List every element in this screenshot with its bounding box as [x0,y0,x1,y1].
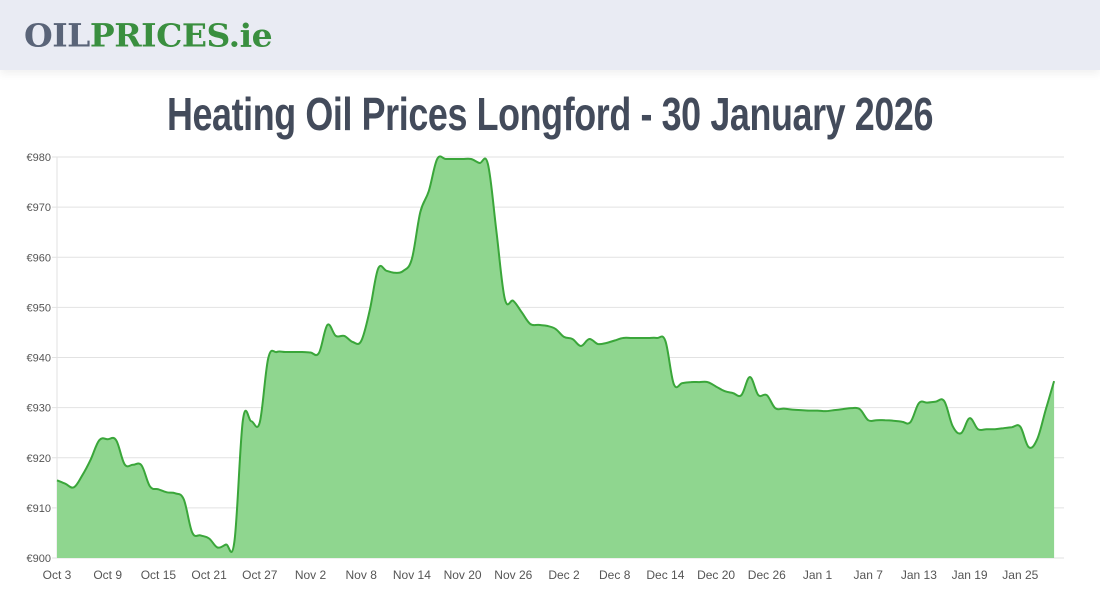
y-tick-label: €920 [27,453,51,465]
y-tick-label: €980 [27,152,51,164]
y-tick-label: €970 [27,202,51,214]
x-tick-label: Nov 14 [393,568,431,582]
x-tick-label: Nov 8 [346,568,378,582]
x-tick-label: Oct 21 [191,568,227,582]
site-header: OILPRICES.ie [0,0,1100,70]
x-tick-label: Dec 26 [748,568,786,582]
price-area-chart[interactable]: €900 €910 €920 €930 €940 €950 €960 €970 €980 Oct… [0,140,1100,600]
logo-text-oil: OIL [24,17,90,55]
x-axis-labels: Oct 3 Oct 9 Oct 15 Oct 21 Oct 27 Nov 2 Nov 8 No… [43,568,1039,582]
x-tick-label: Oct 27 [242,568,278,582]
y-tick-label: €940 [27,353,51,365]
x-tick-label: Jan 13 [901,568,937,582]
x-tick-label: Jan 25 [1002,568,1038,582]
y-tick-label: €910 [27,503,51,515]
x-tick-label: Nov 2 [295,568,327,582]
x-tick-label: Jan 19 [952,568,988,582]
page-title: Heating Oil Prices Longford - 30 January… [166,88,934,140]
y-axis-labels: €900 €910 €920 €930 €940 €950 €960 €970 €980 [27,152,51,565]
x-tick-label: Oct 9 [93,568,122,582]
price-area-fill [57,156,1055,558]
x-tick-label: Dec 20 [697,568,735,582]
site-logo[interactable]: OILPRICES.ie [24,17,273,55]
x-tick-label: Dec 8 [599,568,631,582]
y-tick-label: €960 [27,252,51,264]
x-tick-label: Nov 20 [444,568,482,582]
x-tick-label: Dec 14 [646,568,684,582]
logo-text-prices: PRICES.ie [89,17,273,55]
price-chart[interactable]: €900 €910 €920 €930 €940 €950 €960 €970 €980 Oct… [0,140,1100,600]
x-tick-label: Oct 15 [141,568,177,582]
y-tick-label: €930 [27,403,51,415]
x-tick-label: Oct 3 [43,568,72,582]
x-tick-label: Jan 1 [803,568,833,582]
x-tick-label: Jan 7 [854,568,884,582]
y-tick-label: €950 [27,302,51,314]
x-tick-label: Dec 2 [548,568,580,582]
price-line[interactable] [56,155,1056,553]
y-tick-label: €900 [27,553,51,565]
x-tick-label: Nov 26 [494,568,532,582]
